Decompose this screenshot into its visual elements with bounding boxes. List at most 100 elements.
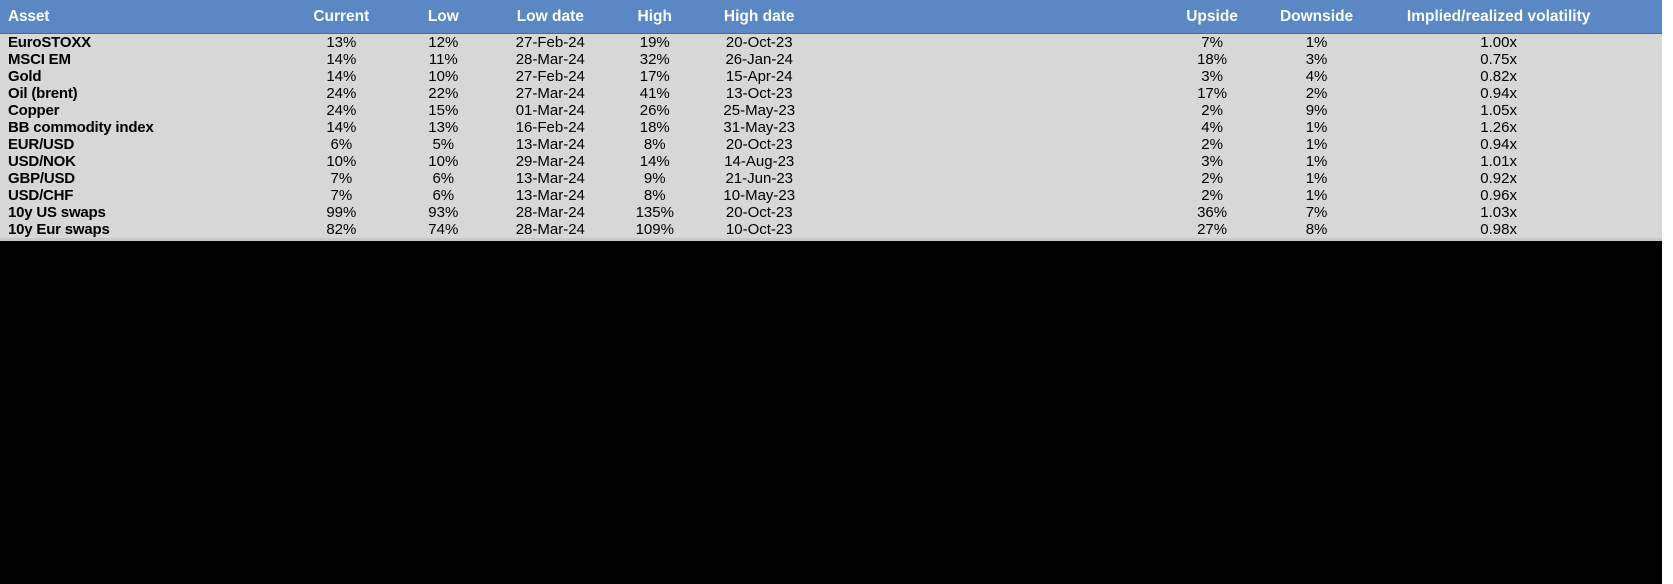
asset-label[interactable]: EUR/USD	[8, 136, 75, 153]
low-value[interactable]: 15%	[428, 102, 459, 119]
low-date-value[interactable]: 29-Mar-24	[515, 153, 585, 170]
low-date-value[interactable]: 13-Mar-24	[515, 136, 585, 153]
low-value[interactable]: 12%	[428, 34, 459, 51]
implied-realized-vol-value[interactable]: 1.00x	[1480, 34, 1517, 51]
low-date-value[interactable]: 28-Mar-24	[515, 204, 585, 221]
asset-label[interactable]: USD/NOK	[8, 153, 76, 170]
column-header-high_date[interactable]: High date	[723, 7, 795, 25]
high-date-value[interactable]: 20-Oct-23	[725, 136, 793, 153]
table-row-gbp-usd[interactable]: GBP/USD 7% 6% 13-Mar-24 9% 21-Jun-23 2% …	[0, 170, 1662, 187]
upside-value[interactable]: 18%	[1197, 51, 1228, 68]
low-date-value[interactable]: 27-Mar-24	[515, 85, 585, 102]
table-row-usd-nok[interactable]: USD/NOK 10% 10% 29-Mar-24 14% 14-Aug-23 …	[0, 153, 1662, 170]
current-value[interactable]: 24%	[326, 85, 357, 102]
high-date-value[interactable]: 10-Oct-23	[725, 221, 793, 238]
downside-value[interactable]: 2%	[1305, 85, 1328, 102]
low-value[interactable]: 6%	[432, 170, 455, 187]
current-value[interactable]: 14%	[326, 119, 357, 136]
downside-value[interactable]: 9%	[1305, 102, 1328, 119]
high-date-value[interactable]: 14-Aug-23	[724, 153, 795, 170]
table-row-bb-commodity-index[interactable]: BB commodity index 14% 13% 16-Feb-24 18%…	[0, 119, 1662, 136]
asset-label[interactable]: BB commodity index	[8, 119, 154, 136]
column-header-chart[interactable]	[814, 0, 1142, 33]
downside-value[interactable]: 4%	[1305, 68, 1328, 85]
high-value[interactable]: 19%	[639, 34, 670, 51]
table-row-copper[interactable]: Copper 24% 15% 01-Mar-24 26% 25-May-23 2…	[0, 102, 1662, 119]
asset-label[interactable]: GBP/USD	[8, 170, 75, 187]
implied-realized-vol-value[interactable]: 0.92x	[1480, 170, 1517, 187]
high-value[interactable]: 135%	[635, 204, 674, 221]
low-value[interactable]: 93%	[428, 204, 459, 221]
current-value[interactable]: 7%	[330, 187, 353, 204]
asset-label[interactable]: Copper	[8, 102, 60, 119]
table-row-oil-brent[interactable]: Oil (brent) 24% 22% 27-Mar-24 41% 13-Oct…	[0, 85, 1662, 102]
column-header-downside[interactable]: Downside	[1279, 7, 1354, 25]
column-header-low_date[interactable]: Low date	[516, 7, 584, 25]
high-value[interactable]: 26%	[639, 102, 670, 119]
low-value[interactable]: 22%	[428, 85, 459, 102]
low-value[interactable]: 11%	[428, 51, 458, 68]
upside-value[interactable]: 2%	[1201, 170, 1223, 187]
high-date-value[interactable]: 13-Oct-23	[725, 85, 793, 102]
downside-value[interactable]: 3%	[1305, 51, 1328, 68]
low-value[interactable]: 10%	[428, 153, 459, 170]
upside-value[interactable]: 27%	[1197, 221, 1228, 238]
current-value[interactable]: 13%	[326, 34, 357, 51]
upside-value[interactable]: 36%	[1197, 204, 1228, 221]
low-date-value[interactable]: 28-Mar-24	[515, 221, 585, 238]
high-date-value[interactable]: 20-Oct-23	[725, 204, 793, 221]
asset-label[interactable]: 10y Eur swaps	[8, 221, 110, 238]
high-value[interactable]: 9%	[643, 170, 666, 187]
downside-value[interactable]: 1%	[1305, 119, 1328, 136]
column-header-vol[interactable]: Implied/realized volatility	[1406, 7, 1591, 25]
asset-label[interactable]: Gold	[8, 68, 42, 85]
upside-value[interactable]: 17%	[1197, 85, 1228, 102]
downside-value[interactable]: 8%	[1305, 221, 1328, 238]
implied-realized-vol-value[interactable]: 0.94x	[1480, 85, 1517, 102]
column-header-upside[interactable]: Upside	[1186, 7, 1238, 25]
downside-value[interactable]: 1%	[1305, 136, 1328, 153]
high-date-value[interactable]: 25-May-23	[723, 102, 796, 119]
asset-label[interactable]: Oil (brent)	[8, 85, 78, 102]
implied-realized-vol-value[interactable]: 0.75x	[1480, 51, 1517, 68]
table-row-gold[interactable]: Gold 14% 10% 27-Feb-24 17% 15-Apr-24 3% …	[0, 68, 1662, 85]
low-date-value[interactable]: 13-Mar-24	[515, 170, 585, 187]
low-date-value[interactable]: 28-Mar-24	[515, 51, 585, 68]
current-value[interactable]: 10%	[326, 153, 357, 170]
high-value[interactable]: 14%	[639, 153, 670, 170]
high-date-value[interactable]: 31-May-23	[723, 119, 796, 136]
high-value[interactable]: 8%	[643, 136, 666, 153]
high-value[interactable]: 17%	[639, 68, 670, 85]
implied-realized-vol-value[interactable]: 1.05x	[1480, 102, 1517, 119]
table-row-eurostoxx[interactable]: EuroSTOXX 13% 12% 27-Feb-24 19% 20-Oct-2…	[0, 34, 1662, 51]
high-value[interactable]: 18%	[639, 119, 670, 136]
high-value[interactable]: 32%	[639, 51, 670, 68]
high-value[interactable]: 41%	[639, 85, 670, 102]
high-date-value[interactable]: 21-Jun-23	[725, 170, 794, 187]
table-row-10y-eur-swaps[interactable]: 10y Eur swaps 82% 74% 28-Mar-24 109% 10-…	[0, 221, 1662, 238]
high-date-value[interactable]: 20-Oct-23	[725, 34, 793, 51]
upside-value[interactable]: 2%	[1201, 187, 1223, 204]
table-row-usd-chf[interactable]: USD/CHF 7% 6% 13-Mar-24 8% 10-May-23 2% …	[0, 187, 1662, 204]
low-date-value[interactable]: 27-Feb-24	[515, 68, 585, 85]
table-row-10y-us-swaps[interactable]: 10y US swaps 99% 93% 28-Mar-24 135% 20-O…	[0, 204, 1662, 221]
upside-value[interactable]: 3%	[1201, 68, 1223, 85]
current-value[interactable]: 24%	[326, 102, 357, 119]
low-date-value[interactable]: 27-Feb-24	[515, 34, 585, 51]
current-value[interactable]: 14%	[326, 68, 357, 85]
asset-label[interactable]: USD/CHF	[8, 187, 74, 204]
column-header-low[interactable]: Low	[427, 7, 459, 25]
implied-realized-vol-value[interactable]: 1.03x	[1480, 204, 1517, 221]
low-value[interactable]: 74%	[428, 221, 459, 238]
implied-realized-vol-value[interactable]: 0.96x	[1480, 187, 1517, 204]
downside-value[interactable]: 1%	[1305, 34, 1328, 51]
current-value[interactable]: 6%	[330, 136, 353, 153]
column-header-high[interactable]: High	[637, 7, 672, 25]
current-value[interactable]: 99%	[326, 204, 357, 221]
implied-realized-vol-value[interactable]: 1.26x	[1480, 119, 1517, 136]
low-date-value[interactable]: 13-Mar-24	[515, 187, 585, 204]
asset-label[interactable]: MSCI EM	[8, 51, 71, 68]
asset-label[interactable]: EuroSTOXX	[8, 34, 91, 51]
low-value[interactable]: 13%	[428, 119, 459, 136]
high-value[interactable]: 8%	[643, 187, 666, 204]
